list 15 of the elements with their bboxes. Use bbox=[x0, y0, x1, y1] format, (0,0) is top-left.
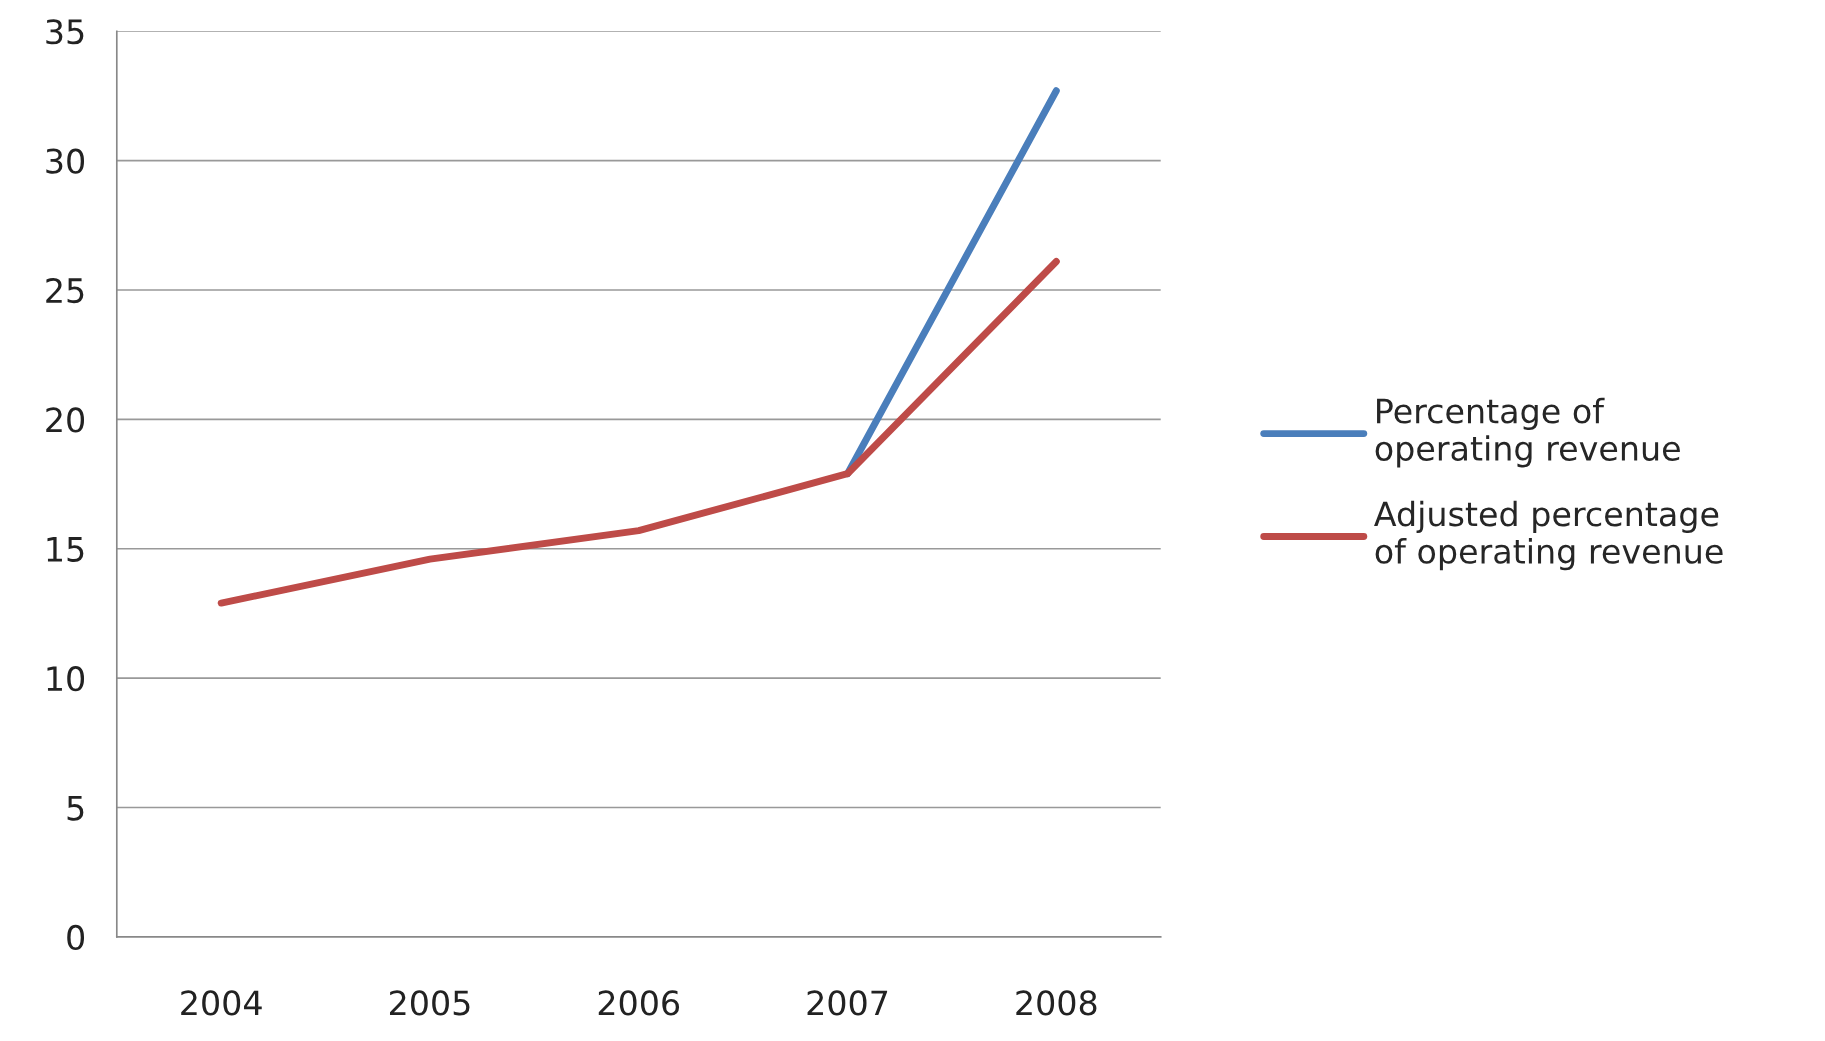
y-tick-label: 10 bbox=[47, 666, 85, 692]
y-tick-label: 30 bbox=[46, 148, 85, 174]
legend-label: Percentage of operating revenue bbox=[1375, 397, 1680, 468]
x-tick-label: 2004 bbox=[181, 990, 262, 1016]
y-tick-label: 35 bbox=[46, 19, 84, 45]
y-tick-label: 25 bbox=[46, 277, 84, 304]
x-tick-label: 2006 bbox=[598, 990, 680, 1016]
x-tick-label: 2005 bbox=[390, 990, 470, 1016]
y-tick-label: 15 bbox=[47, 537, 84, 562]
y-tick-label: 5 bbox=[67, 795, 84, 821]
legend-label: Adjusted percentage of operating revenue bbox=[1374, 500, 1723, 571]
y-tick-label: 0 bbox=[67, 924, 85, 951]
y-tick-label: 20 bbox=[46, 407, 85, 433]
x-tick-label: 2008 bbox=[1016, 990, 1097, 1016]
x-tick-label: 2007 bbox=[807, 990, 888, 1016]
